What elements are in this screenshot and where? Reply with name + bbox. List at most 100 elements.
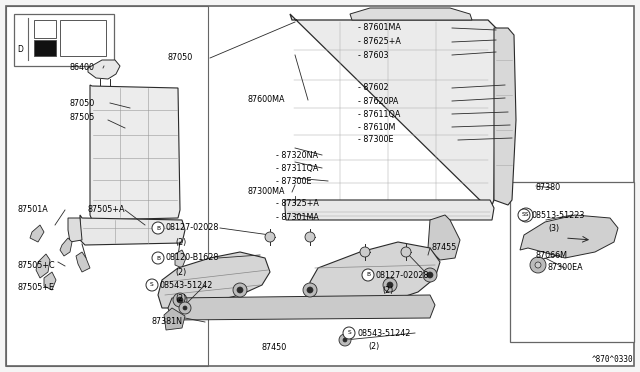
Text: 08543-51242: 08543-51242 <box>160 280 213 289</box>
Circle shape <box>383 278 397 292</box>
Text: - 87603: - 87603 <box>358 51 388 60</box>
Text: 87066M: 87066M <box>536 250 568 260</box>
Text: 87501A: 87501A <box>18 205 49 215</box>
Polygon shape <box>76 252 90 272</box>
Bar <box>34 20 56 38</box>
Circle shape <box>343 327 355 339</box>
Polygon shape <box>520 215 618 258</box>
Text: S: S <box>524 212 528 218</box>
Circle shape <box>152 222 164 234</box>
Bar <box>60 20 106 56</box>
Text: B: B <box>156 225 160 231</box>
Circle shape <box>530 257 546 273</box>
Circle shape <box>343 338 347 342</box>
Circle shape <box>307 287 313 293</box>
Text: 87505+E: 87505+E <box>18 283 55 292</box>
Text: 08513-51223: 08513-51223 <box>532 211 586 219</box>
Polygon shape <box>164 308 185 330</box>
Text: 08127-02028: 08127-02028 <box>166 224 220 232</box>
Circle shape <box>233 283 247 297</box>
Text: - 87311QA: - 87311QA <box>276 164 318 173</box>
Circle shape <box>535 262 541 268</box>
Text: 87050: 87050 <box>168 54 193 62</box>
Text: (2): (2) <box>368 343 380 352</box>
Text: S: S <box>347 330 351 336</box>
Polygon shape <box>158 252 270 308</box>
Circle shape <box>183 306 187 310</box>
Text: 86400: 86400 <box>70 64 95 73</box>
Polygon shape <box>36 254 50 278</box>
Text: 08120-B1628: 08120-B1628 <box>166 253 220 263</box>
Circle shape <box>177 297 183 303</box>
Text: 87505: 87505 <box>70 113 95 122</box>
Text: 87050: 87050 <box>70 99 95 108</box>
Text: - 87602: - 87602 <box>358 83 388 93</box>
Text: D: D <box>17 45 23 55</box>
Polygon shape <box>285 200 494 220</box>
Circle shape <box>305 232 315 242</box>
Text: (2): (2) <box>382 285 393 295</box>
Circle shape <box>401 247 411 257</box>
Polygon shape <box>68 218 82 242</box>
Text: 87300MA: 87300MA <box>248 187 285 196</box>
Text: B: B <box>156 256 160 260</box>
Text: - 87625+A: - 87625+A <box>358 38 401 46</box>
Text: S: S <box>150 282 154 288</box>
Text: 87450: 87450 <box>262 343 287 353</box>
Polygon shape <box>494 28 516 205</box>
Circle shape <box>427 272 433 278</box>
Text: - 87620PA: - 87620PA <box>358 96 398 106</box>
Polygon shape <box>428 215 460 260</box>
Polygon shape <box>90 85 180 220</box>
Circle shape <box>265 232 275 242</box>
Polygon shape <box>350 8 472 20</box>
Circle shape <box>519 208 533 222</box>
Text: - 87325+A: - 87325+A <box>276 199 319 208</box>
Circle shape <box>173 293 187 307</box>
Text: (2): (2) <box>175 295 186 304</box>
Text: 87381N: 87381N <box>152 317 183 327</box>
Circle shape <box>362 269 374 281</box>
Polygon shape <box>80 215 185 245</box>
Text: - 87601MA: - 87601MA <box>358 23 401 32</box>
Bar <box>34 40 56 56</box>
Text: (2): (2) <box>175 267 186 276</box>
Bar <box>6 6 208 366</box>
Text: - 87611QA: - 87611QA <box>358 109 401 119</box>
Bar <box>510 182 634 342</box>
Text: 08543-51242: 08543-51242 <box>357 328 410 337</box>
Polygon shape <box>290 14 496 210</box>
Text: - 87300E: - 87300E <box>358 135 394 144</box>
Text: ^870^0330: ^870^0330 <box>592 356 634 365</box>
Polygon shape <box>60 238 72 256</box>
Text: S: S <box>522 212 526 218</box>
Circle shape <box>387 282 393 288</box>
Circle shape <box>146 279 158 291</box>
Circle shape <box>303 283 317 297</box>
Text: 87300EA: 87300EA <box>548 263 584 273</box>
Text: 87505+C: 87505+C <box>18 262 56 270</box>
Text: 87505+A: 87505+A <box>88 205 125 215</box>
Circle shape <box>179 302 191 314</box>
Text: 08127-02028: 08127-02028 <box>376 270 429 279</box>
Bar <box>14 14 114 66</box>
Text: (2): (2) <box>175 237 186 247</box>
Polygon shape <box>310 242 440 308</box>
Text: - 87300E: - 87300E <box>276 176 312 186</box>
Circle shape <box>360 247 370 257</box>
Text: 87455: 87455 <box>432 244 458 253</box>
Text: 87380: 87380 <box>536 183 561 192</box>
Polygon shape <box>44 272 56 290</box>
Text: 87600MA: 87600MA <box>248 96 285 105</box>
Circle shape <box>339 334 351 346</box>
Text: (3): (3) <box>548 224 559 234</box>
Polygon shape <box>88 60 120 79</box>
Polygon shape <box>30 225 44 242</box>
Circle shape <box>518 209 530 221</box>
Text: - 87610M: - 87610M <box>358 122 396 131</box>
Text: B: B <box>366 273 370 278</box>
Circle shape <box>423 268 437 282</box>
Circle shape <box>152 252 164 264</box>
Circle shape <box>237 287 243 293</box>
Polygon shape <box>175 250 186 268</box>
